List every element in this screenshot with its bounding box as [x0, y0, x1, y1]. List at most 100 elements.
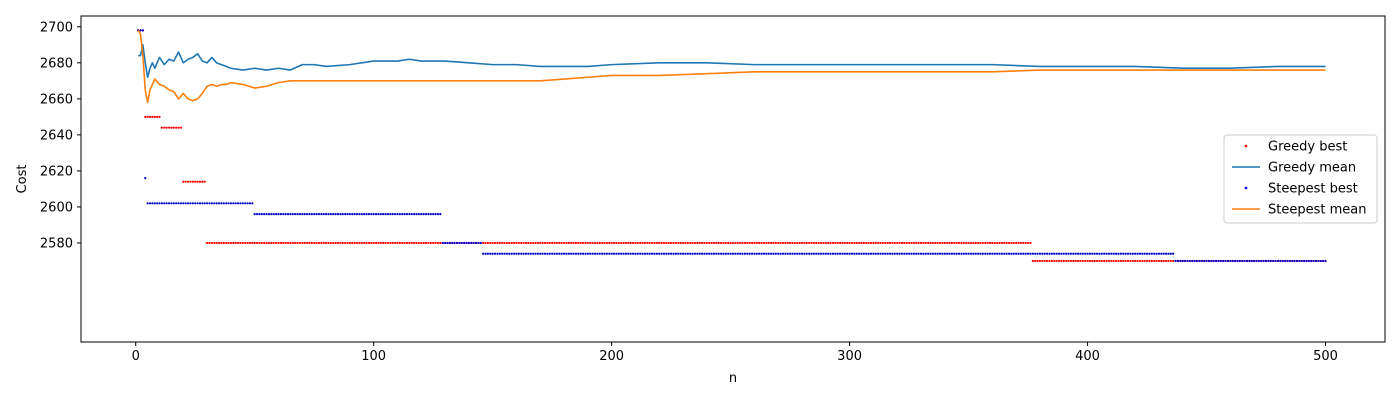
point-steepest-best [1131, 252, 1134, 255]
point-greedy-best [905, 241, 908, 245]
point-steepest-best [1074, 252, 1077, 255]
point-steepest-best [463, 241, 466, 245]
point-greedy-best [1026, 241, 1030, 245]
plot-frame [80, 15, 1386, 343]
point-greedy-best [1124, 259, 1127, 263]
point-steepest-best [950, 252, 954, 255]
point-steepest-best [1276, 259, 1280, 263]
point-steepest-best [734, 252, 737, 255]
point-steepest-best [834, 252, 837, 255]
point-steepest-best [529, 252, 532, 255]
point-steepest-best [886, 252, 889, 255]
point-steepest-best [967, 252, 970, 255]
point-steepest-best [750, 252, 754, 255]
point-steepest-best [1043, 252, 1046, 255]
point-greedy-best [234, 241, 237, 245]
point-greedy-best [522, 241, 525, 245]
legend-box [1223, 134, 1378, 224]
point-steepest-best [1193, 259, 1196, 263]
point-greedy-best [553, 241, 556, 245]
point-steepest-best [384, 213, 387, 216]
point-steepest-best [453, 241, 456, 245]
point-steepest-best [703, 252, 706, 255]
point-steepest-best [655, 252, 658, 255]
point-greedy-best [755, 241, 758, 245]
point-greedy-best [601, 241, 604, 245]
point-steepest-best [1079, 252, 1082, 255]
point-greedy-best [258, 241, 261, 245]
point-steepest-best [177, 202, 180, 205]
point-greedy-best [1041, 259, 1044, 263]
point-steepest-best [206, 202, 209, 205]
point-greedy-best [843, 241, 846, 245]
point-steepest-best [777, 252, 780, 255]
point-greedy-best [524, 241, 528, 245]
point-steepest-best [786, 252, 789, 255]
point-steepest-best [282, 213, 285, 216]
point-steepest-best [674, 252, 677, 255]
point-greedy-best [353, 241, 356, 245]
point-greedy-best [1048, 259, 1051, 263]
point-steepest-best [539, 252, 542, 255]
point-steepest-best [1241, 259, 1244, 263]
point-greedy-best [888, 241, 892, 245]
point-steepest-best [315, 213, 318, 216]
point-steepest-best [186, 202, 190, 205]
point-steepest-best [898, 252, 901, 255]
point-steepest-best [912, 252, 915, 255]
point-greedy-best [608, 241, 611, 245]
point-greedy-best [301, 241, 304, 245]
point-greedy-best [279, 241, 282, 245]
point-greedy-best [574, 241, 578, 245]
point-steepest-best [1210, 259, 1213, 263]
point-steepest-best [1155, 252, 1158, 255]
line-greedy-mean [138, 44, 1326, 79]
point-greedy-best [434, 241, 437, 245]
legend: Greedy best Greedy mean Steepest best Steep… [1223, 134, 1378, 224]
point-steepest-best [415, 213, 418, 216]
point-steepest-best [424, 213, 428, 216]
point-steepest-best [234, 202, 237, 205]
point-steepest-best [527, 252, 530, 255]
legend-label: Greedy mean [1268, 161, 1356, 176]
point-steepest-best [474, 241, 478, 245]
y-tick-label: 2620 [40, 164, 73, 179]
point-steepest-best [1107, 252, 1111, 255]
point-steepest-best [555, 252, 559, 255]
point-steepest-best [1048, 252, 1051, 255]
x-tick-label: 400 [1075, 349, 1100, 364]
point-steepest-best [508, 252, 511, 255]
point-steepest-best [465, 241, 468, 245]
point-greedy-best [817, 241, 820, 245]
point-steepest-best [653, 252, 656, 255]
point-greedy-best [943, 241, 946, 245]
point-greedy-best [391, 241, 394, 245]
point-steepest-best [562, 252, 566, 255]
point-steepest-best [294, 213, 297, 216]
point-steepest-best [417, 213, 420, 216]
point-steepest-best [1072, 252, 1075, 255]
point-steepest-best [170, 202, 173, 205]
point-greedy-best [182, 180, 185, 183]
point-steepest-best [503, 252, 506, 255]
point-greedy-best [1122, 259, 1125, 263]
point-greedy-best [643, 241, 647, 245]
point-steepest-best [612, 252, 616, 255]
point-steepest-best [691, 252, 694, 255]
point-greedy-best [929, 241, 932, 245]
point-steepest-best [334, 213, 337, 216]
point-greedy-best [803, 241, 806, 245]
point-greedy-best [739, 241, 742, 245]
point-steepest-best [1010, 252, 1013, 255]
point-greedy-best [365, 241, 368, 245]
plot-marks [137, 29, 1327, 263]
point-steepest-best [401, 213, 404, 216]
point-steepest-best [144, 177, 147, 180]
point-greedy-best [1062, 259, 1065, 263]
point-greedy-best [710, 241, 713, 245]
point-greedy-best [163, 126, 166, 129]
point-steepest-best [1198, 259, 1201, 263]
point-steepest-best [662, 252, 666, 255]
point-greedy-best [972, 241, 975, 245]
point-steepest-best [336, 213, 340, 216]
